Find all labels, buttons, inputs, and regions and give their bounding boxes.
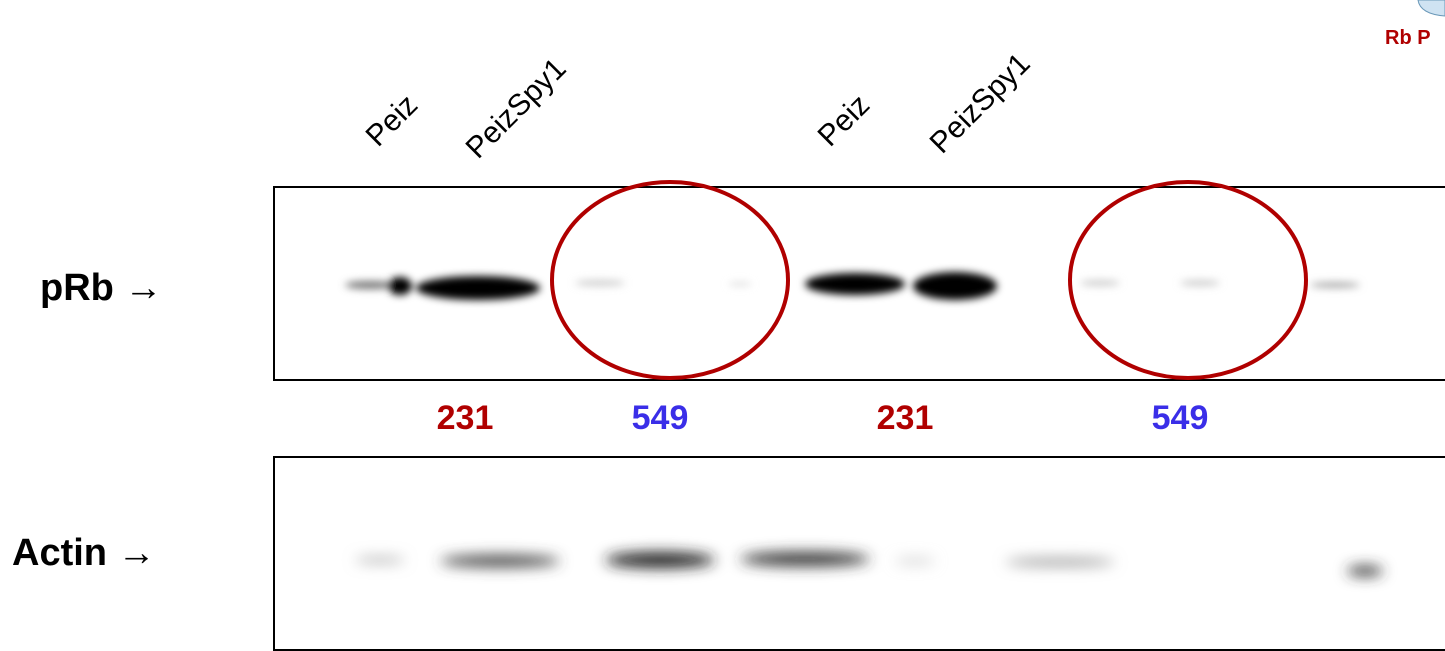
prb-blot [274, 182, 1445, 380]
cell-line-labels: 231 549 231 549 [437, 399, 1209, 437]
cell-line-label: 549 [632, 399, 689, 437]
row-labels: pRb → Actin → [12, 267, 162, 574]
lane-label: PeizSpy1 [460, 52, 573, 165]
row-label: pRb → [40, 267, 162, 309]
figure: Rb P Peiz PeizSpy1 Peiz PeizSpy1 [0, 0, 1445, 651]
lane-label: Peiz [812, 88, 877, 153]
cell-line-label: 231 [877, 399, 934, 437]
lane-label: PeizSpy1 [924, 47, 1037, 160]
row-label: Actin → [12, 532, 156, 574]
cell-line-label: 549 [1152, 399, 1209, 437]
cell-line-label: 231 [437, 399, 494, 437]
actin-blot [274, 457, 1445, 650]
lane-labels: Peiz PeizSpy1 Peiz PeizSpy1 [360, 47, 1037, 165]
lane-label: Peiz [360, 88, 425, 153]
corner-shape [1418, 0, 1445, 16]
corner-label: Rb P [1385, 27, 1431, 49]
